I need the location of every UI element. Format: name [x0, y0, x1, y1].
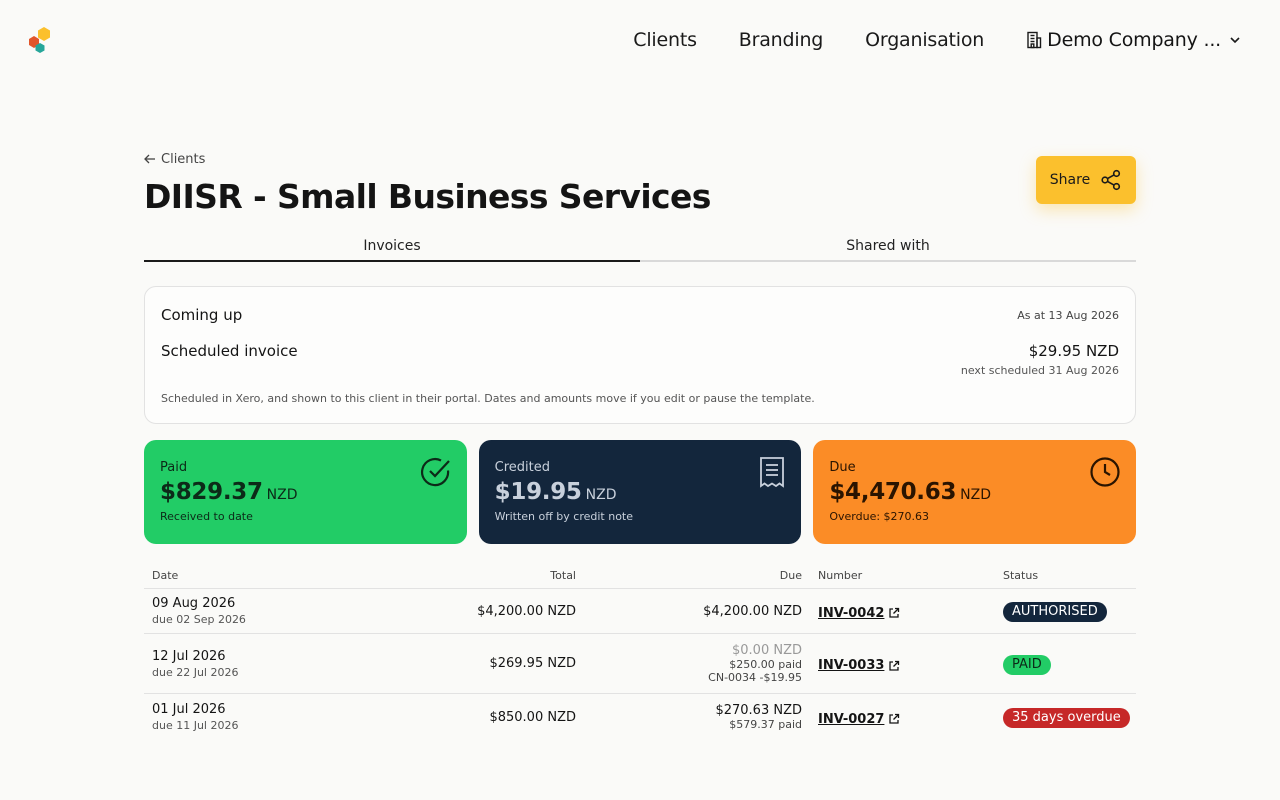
credited-currency: NZD [585, 487, 617, 503]
org-switcher[interactable]: Demo Company ... [1026, 29, 1246, 51]
row-total: $850.00 NZD [489, 709, 576, 725]
credited-value: $19.95 [494, 479, 582, 505]
nav-branding[interactable]: Branding [738, 29, 824, 51]
top-nav: Clients Branding Organisation Demo Compa… [0, 0, 1280, 80]
chevron-down-icon [1230, 37, 1240, 44]
next-scheduled: next scheduled 31 Aug 2026 [960, 364, 1119, 377]
external-link-icon [889, 713, 900, 724]
paid-currency: NZD [266, 487, 298, 503]
row-date: 09 Aug 2026 [152, 596, 236, 611]
row-date: 01 Jul 2026 [152, 702, 226, 717]
invoice-link[interactable]: INV-0027 [818, 712, 900, 727]
header-status[interactable]: Status [1003, 568, 1039, 582]
scheduled-amount: $29.95 NZD [1028, 342, 1119, 360]
arrow-left-icon [144, 154, 155, 164]
table-row[interactable]: 09 Aug 2026 due 02 Sep 2026 $4,200.00 NZ… [144, 589, 1136, 634]
app-logo[interactable] [26, 26, 54, 56]
coming-up-panel: Coming up As at 13 Aug 2026 Scheduled in… [144, 286, 1136, 424]
row-due-paid: $250.00 paid [729, 658, 802, 671]
coming-up-heading: Coming up [161, 306, 243, 324]
row-credit-note: CN-0034 -$19.95 [708, 671, 802, 684]
clock-icon [1090, 457, 1120, 487]
status-badge: AUTHORISED [1003, 602, 1107, 622]
header-number[interactable]: Number [818, 568, 863, 582]
row-date: 12 Jul 2026 [152, 648, 226, 664]
row-due-paid: $579.37 paid [729, 718, 802, 731]
paid-value: $829.37 [160, 479, 263, 505]
due-label: Due [829, 460, 856, 475]
due-card: Due $4,470.63 NZD Overdue: $270.63 [813, 440, 1137, 544]
receipt-icon [760, 457, 785, 488]
invoice-number: INV-0027 [818, 711, 885, 727]
table-row[interactable]: 12 Jul 2026 due 22 Jul 2026 $269.95 NZD … [144, 634, 1136, 694]
row-due: $4,200.00 NZD [703, 603, 802, 619]
credited-card: Credited $19.95 NZD Written off by credi… [478, 440, 802, 544]
credited-sub: Written off by credit note [494, 510, 634, 523]
table-row[interactable]: 01 Jul 2026 due 11 Jul 2026 $850.00 NZD … [144, 694, 1136, 740]
nav-clients[interactable]: Clients [633, 29, 697, 51]
summary-cards: Paid $829.37 NZD Received to date Credit… [144, 440, 1137, 544]
invoice-link[interactable]: INV-0033 [818, 658, 900, 673]
invoice-link[interactable]: INV-0042 [818, 606, 900, 621]
status-badge: 35 days overdue [1003, 708, 1130, 728]
table-header: Date Total Due Number Status [144, 562, 1136, 589]
row-due-date: due 22 Jul 2026 [152, 665, 239, 679]
scheduled-note: Scheduled in Xero, and shown to this cli… [161, 392, 815, 405]
header-date[interactable]: Date [152, 568, 179, 582]
invoice-table: Date Total Due Number Status 09 Aug 2026… [144, 562, 1136, 740]
paid-label: Paid [160, 460, 188, 475]
credited-label: Credited [494, 460, 551, 475]
nav-organisation[interactable]: Organisation [865, 29, 985, 51]
tab-shared-with[interactable]: Shared with [640, 235, 1136, 262]
check-circle-icon [420, 457, 450, 487]
paid-sub: Received to date [160, 510, 253, 523]
org-name: Demo Company ... [1047, 29, 1221, 51]
row-total: $4,200.00 NZD [477, 603, 576, 619]
status-badge: PAID [1003, 654, 1051, 675]
tab-invoices[interactable]: Invoices [144, 235, 640, 262]
header-due[interactable]: Due [779, 568, 802, 582]
row-due: $270.63 NZD [715, 703, 802, 718]
scheduled-invoice-label: Scheduled invoice [161, 342, 298, 360]
share-button[interactable]: Share [1036, 156, 1136, 204]
row-total: $269.95 NZD [489, 656, 576, 671]
due-sub: Overdue: $270.63 [829, 510, 930, 523]
invoice-number: INV-0042 [818, 605, 885, 621]
main-content: Clients DIISR - Small Business Services … [144, 150, 1137, 740]
due-currency: NZD [960, 487, 991, 503]
invoice-number: INV-0033 [818, 658, 885, 673]
page-title: DIISR - Small Business Services [144, 177, 711, 216]
row-due-date: due 02 Sep 2026 [152, 613, 246, 626]
back-link[interactable]: Clients [144, 150, 1136, 168]
tab-bar: Invoices Shared with [144, 235, 1136, 262]
external-link-icon [889, 660, 900, 671]
paid-card: Paid $829.37 NZD Received to date [144, 440, 467, 544]
row-due: $0.00 NZD [732, 643, 802, 658]
back-label: Clients [161, 151, 206, 167]
building-icon [1027, 31, 1042, 49]
share-label: Share [1049, 172, 1091, 188]
share-icon [1101, 169, 1121, 191]
due-value: $4,470.63 [829, 479, 957, 505]
external-link-icon [889, 607, 900, 618]
row-due-date: due 11 Jul 2026 [152, 719, 239, 732]
as-at-date: As at 13 Aug 2026 [1017, 309, 1119, 322]
header-total[interactable]: Total [550, 568, 576, 582]
